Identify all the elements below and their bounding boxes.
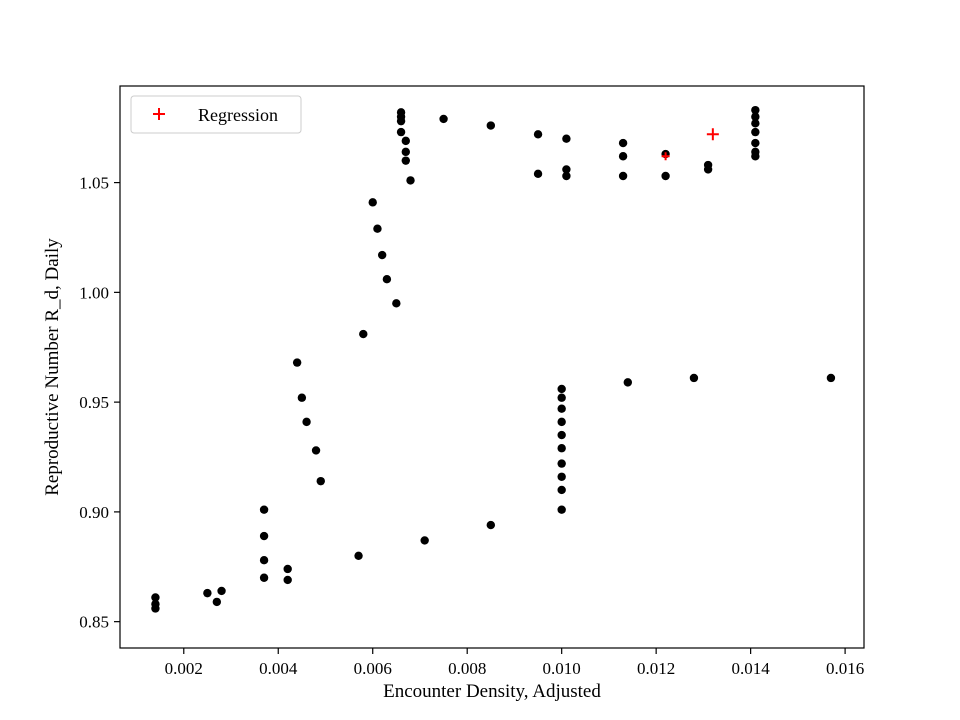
x-tick-label: 0.010 [543,659,581,678]
data-point [533,130,543,139]
data-point [439,114,448,124]
data-point [401,156,410,165]
data-point [562,165,571,174]
data-point [212,597,222,607]
regression-marker-icon [153,108,165,120]
data-point [623,378,633,387]
x-tick-label: 0.014 [732,659,771,678]
data-point [557,404,566,413]
data-point [618,171,628,181]
data-point [151,593,160,602]
data-point [373,224,382,233]
data-point [401,136,410,146]
data-point [557,444,566,453]
data-point [292,358,302,367]
y-tick-label: 0.95 [79,393,109,412]
data-point [259,531,269,541]
x-tick-label: 0.004 [259,659,298,678]
data-point [283,564,292,574]
data-point [618,152,628,161]
data-point [302,417,311,427]
y-tick-label: 0.85 [79,613,109,632]
regression-point [661,152,670,161]
data-point [401,147,410,157]
x-tick-label: 0.002 [165,659,203,678]
data-point [151,604,160,613]
data-point [259,505,269,514]
y-tick-label: 1.05 [79,174,109,193]
data-point [618,138,628,148]
data-point [368,198,377,207]
data-point [751,152,760,161]
data-point [557,459,566,468]
data-point [396,127,406,137]
x-tick-label: 0.016 [826,659,864,678]
legend-plus-icon [153,108,165,120]
data-point [557,472,566,481]
data-point [203,588,212,598]
data-point [557,417,566,427]
data-point [406,176,415,185]
legend: Regression [130,95,302,134]
data-point [557,393,566,402]
y-axis-label: Reproductive Number R_d, Daily [42,238,63,496]
axes: 0.002 0.004 0.006 0.008 0.010 0.012 0.014 0.016… [79,85,865,678]
data-point [562,171,571,181]
data-point [377,250,387,260]
data-point [486,121,496,130]
data-point [259,573,269,582]
data-point [316,476,325,486]
data-point [382,274,392,284]
x-tick-label: 0.008 [448,659,486,678]
data-point [311,446,321,455]
data-point [359,329,368,339]
data-point [259,555,269,565]
data-point [533,169,543,179]
data-point [703,165,713,174]
data-point [751,119,760,128]
data-point [751,112,760,121]
data-point [557,430,566,440]
data-point [354,551,363,560]
data-point [297,393,307,402]
legend-label: Regression [198,105,278,125]
legend-box [130,95,302,134]
data-points [151,105,836,613]
data-point [689,373,699,383]
data-point [557,505,566,514]
data-point [826,373,836,383]
regression-point [706,128,719,141]
data-point [557,384,566,394]
data-point [217,586,226,596]
y-tick-label: 1.00 [79,283,109,302]
data-point [486,520,496,530]
data-point [557,485,566,495]
data-point [420,536,429,545]
plot-border [119,85,865,649]
x-tick-label: 0.006 [354,659,392,678]
data-point [751,105,760,115]
data-point [392,299,401,308]
data-point [283,575,292,585]
x-tick-label: 0.012 [637,659,675,678]
x-axis-label: Encounter Density, Adjusted [383,681,601,702]
data-point [751,127,760,137]
data-point [562,134,571,143]
data-point [661,171,670,181]
y-tick-label: 0.90 [79,503,109,522]
data-point [396,116,406,126]
data-point [751,138,760,148]
